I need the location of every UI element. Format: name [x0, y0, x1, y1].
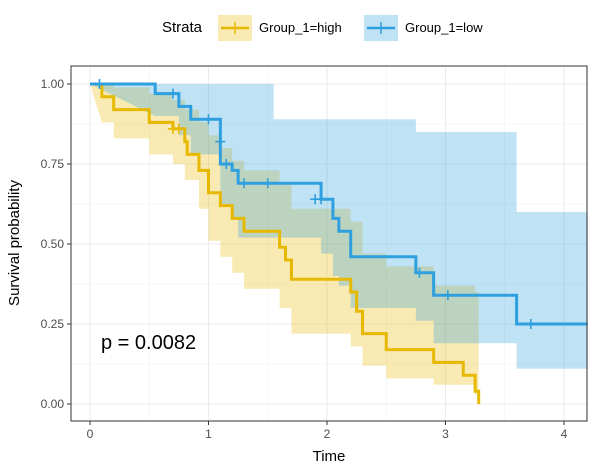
y-tick-label-1: 0.25	[41, 317, 65, 331]
censor-mark-low-8	[316, 194, 327, 205]
legend-label-high: Group_1=high	[259, 20, 342, 35]
x-tick-label-3: 3	[442, 427, 449, 441]
gridlines	[71, 66, 587, 421]
censor-mark-low-4	[221, 159, 232, 169]
censor-mark-low-1	[167, 88, 178, 99]
censor-marks	[94, 79, 536, 329]
censor-mark-low-10	[442, 290, 453, 301]
legend-title: Strata	[162, 19, 203, 36]
censor-mark-low-9	[414, 267, 425, 278]
y-tick-label-3: 0.75	[41, 157, 65, 171]
censor-mark-low-5	[239, 178, 250, 189]
x-tick-label-2: 2	[324, 427, 331, 441]
y-tick-label-0: 0.00	[41, 397, 65, 411]
legend-label-low: Group_1=low	[405, 20, 483, 35]
confidence-band-high	[90, 84, 479, 395]
y-axis-title: Survival probability	[6, 180, 23, 306]
censor-mark-low-0	[94, 79, 105, 89]
y-tick-label-2: 0.50	[41, 237, 65, 251]
censor-mark-low-2	[203, 114, 214, 125]
censor-mark-low-6	[262, 178, 273, 189]
p-value-annotation: p = 0.0082	[101, 332, 196, 354]
legend: Strata Group_1=high Group_1=low	[162, 15, 483, 41]
censor-mark-high-1	[173, 123, 184, 134]
y-tick-label-4: 1.00	[41, 77, 65, 91]
plot-panel: p = 0.0082	[70, 65, 588, 422]
x-tick-label-0: 0	[87, 427, 94, 441]
x-tick-label-4: 4	[561, 427, 568, 441]
x-axis: 0 1 2 3 4	[87, 421, 568, 441]
censor-mark-low-3	[215, 136, 226, 147]
legend-key-high	[218, 15, 252, 41]
y-axis: 0.00 0.25 0.50 0.75 1.00	[41, 77, 71, 411]
censor-mark-low-11	[525, 319, 536, 329]
legend-key-low	[364, 15, 398, 41]
x-axis-title: Time	[313, 448, 346, 465]
x-tick-label-1: 1	[205, 427, 212, 441]
survival-curve-low	[90, 82, 588, 326]
